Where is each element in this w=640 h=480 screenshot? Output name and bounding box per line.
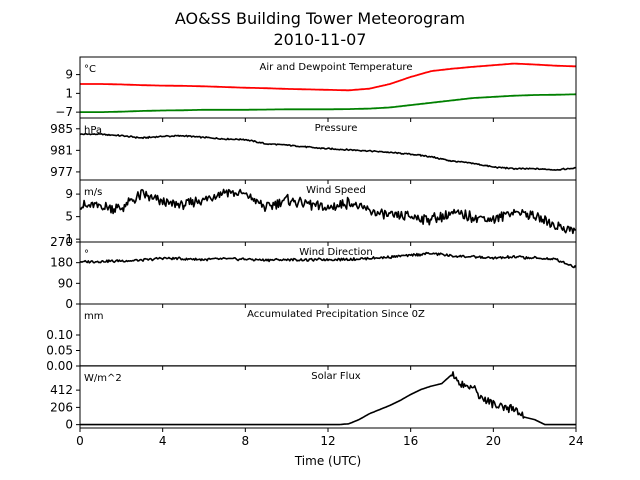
panel-temperature: −7 1 9 Air and Dewpoint Temperature °C bbox=[55, 56, 577, 122]
y-unit-label: mm bbox=[84, 311, 103, 322]
y-unit-label: W/m^2 bbox=[84, 373, 122, 384]
y-tick-label: 981 bbox=[50, 143, 73, 157]
panel-wind-speed: 1 5 9 Wind Speed m/s bbox=[65, 179, 577, 246]
y-tick-label: 1 bbox=[65, 232, 73, 246]
y-unit-label: ° bbox=[84, 249, 89, 260]
series-line-temperature-0 bbox=[80, 62, 576, 92]
y-unit-label: m/s bbox=[84, 187, 102, 198]
series-line-wind-speed-0 bbox=[80, 188, 576, 235]
panel-pressure: 977 981 985 Pressure hPa bbox=[50, 117, 577, 184]
panel-precipitation: 0.000.05 0.10 Accumulated Precipitation Si… bbox=[46, 303, 577, 373]
y-tick-label: 0.05 bbox=[46, 344, 73, 358]
panel-title: Solar Flux bbox=[311, 371, 361, 382]
x-tick-label: 16 bbox=[403, 434, 418, 448]
y-tick-label: 180 bbox=[50, 256, 73, 270]
y-tick-label: 977 bbox=[50, 165, 73, 179]
x-tick-label: 4 bbox=[159, 434, 167, 448]
panel-title: Air and Dewpoint Temperature bbox=[260, 62, 413, 73]
y-tick-label: 90 bbox=[58, 276, 73, 290]
panel-title: Wind Speed bbox=[306, 185, 366, 196]
panel-wind-direction: 0 90 180 270 Wind Direction ° bbox=[50, 235, 577, 311]
y-tick-label: 0.10 bbox=[46, 328, 73, 342]
y-tick-label: 0 bbox=[65, 297, 73, 311]
y-tick-label: 412 bbox=[50, 383, 73, 397]
chart-subtitle: 2010-11-07 bbox=[274, 30, 367, 49]
y-tick-label: 1 bbox=[65, 86, 73, 100]
y-unit-label: °C bbox=[84, 64, 96, 75]
y-unit-label: hPa bbox=[84, 125, 102, 136]
x-tick-label: 12 bbox=[320, 434, 335, 448]
y-tick-label: 0.00 bbox=[46, 359, 73, 373]
panel-title: Pressure bbox=[315, 123, 358, 134]
y-tick-label: 9 bbox=[65, 68, 73, 82]
y-tick-label: 270 bbox=[50, 235, 73, 249]
x-tick-label: 20 bbox=[486, 434, 501, 448]
y-tick-label: 985 bbox=[50, 122, 73, 136]
y-tick-label: 0 bbox=[65, 418, 73, 432]
y-tick-label: 5 bbox=[65, 210, 73, 224]
y-tick-label: 9 bbox=[65, 187, 73, 201]
panel-title: Accumulated Precipitation Since 0Z bbox=[247, 309, 425, 320]
y-tick-label: −7 bbox=[55, 105, 73, 119]
x-axis-label: Time (UTC) bbox=[294, 454, 361, 468]
panel-title: Wind Direction bbox=[299, 247, 373, 258]
series-line-wind-direction-0 bbox=[80, 251, 576, 269]
x-tick-label: 0 bbox=[76, 434, 84, 448]
y-tick-label: 206 bbox=[50, 400, 73, 414]
x-tick-label: 8 bbox=[242, 434, 250, 448]
chart-title: AO&SS Building Tower Meteorogram bbox=[175, 9, 465, 28]
series-line-solar-flux-0 bbox=[80, 371, 576, 426]
x-tick-label: 24 bbox=[568, 434, 583, 448]
panel-solar-flux: 0 206 412 0 4 8 12 16 20 24 Time (UTC) Solar Flux W/… bbox=[50, 365, 584, 468]
series-line-pressure-0 bbox=[80, 132, 576, 171]
series-line-temperature-1 bbox=[80, 93, 576, 113]
